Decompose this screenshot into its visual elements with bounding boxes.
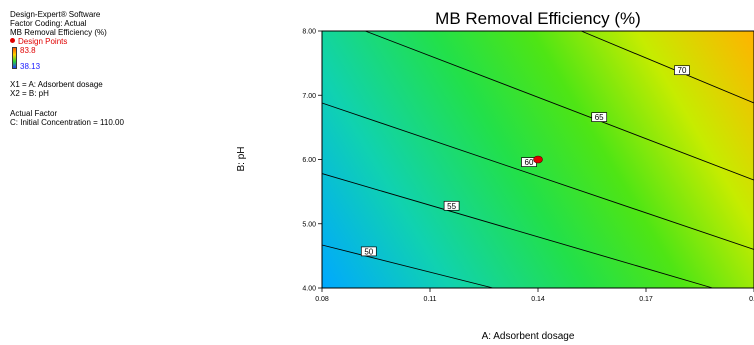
x-axis-label: A: Adsorbent dosage xyxy=(482,331,575,342)
y-tick-label: 5.00 xyxy=(302,221,316,228)
contour-label-60: 60 xyxy=(525,158,534,167)
y-tick-label: 4.00 xyxy=(302,286,316,293)
x-tick-label: 0.2 xyxy=(749,296,754,303)
x-tick-label: 0.08 xyxy=(315,296,329,303)
contour-line-65 xyxy=(365,30,754,181)
actual-factor-value: C: Initial Concentration = 110.00 xyxy=(10,118,124,127)
y-tick-label: 7.00 xyxy=(302,93,316,100)
x-tick-label: 0.14 xyxy=(531,296,545,303)
color-scale-bar xyxy=(12,47,17,69)
response-name: MB Removal Efficiency (%) xyxy=(10,28,107,37)
color-scale-min: 38.13 xyxy=(20,62,41,71)
contour-line-70 xyxy=(581,30,754,104)
x2-definition: X2 = B: pH xyxy=(10,89,49,98)
contour-label-box-65 xyxy=(591,112,608,122)
actual-factor-heading: Actual Factor xyxy=(10,109,58,118)
contour-label-70: 70 xyxy=(678,66,687,75)
design-point-icon xyxy=(10,38,15,43)
contour-label-55: 55 xyxy=(447,202,456,211)
design-points-legend: Design Points xyxy=(10,37,220,46)
x-tick-label: 0.17 xyxy=(639,296,653,303)
software-name: Design-Expert® Software xyxy=(10,10,101,19)
contour-label-box-55 xyxy=(443,200,460,211)
color-scale: 83.8 38.13 xyxy=(10,46,220,71)
contour-line-50 xyxy=(321,244,494,289)
contour-label-box-70 xyxy=(674,65,690,76)
contour-line-60 xyxy=(321,102,754,250)
y-tick-label: 8.00 xyxy=(302,29,316,36)
y-axis-label: B: pH xyxy=(236,146,247,171)
contour-label-box-50 xyxy=(360,246,377,257)
legend-panel: Design-Expert® Software Factor Coding: A… xyxy=(10,10,220,127)
y-tick-label: 6.00 xyxy=(302,157,316,164)
chart-title: MB Removal Efficiency (%) xyxy=(435,9,641,28)
color-scale-max: 83.8 xyxy=(20,46,36,55)
contour-line-55 xyxy=(321,173,713,289)
design-point-0 xyxy=(533,155,543,164)
contour-label-65: 65 xyxy=(595,113,604,122)
design-points-label: Design Points xyxy=(18,37,68,46)
x1-definition: X1 = A: Adsorbent dosage xyxy=(10,80,103,89)
x-tick-label: 0.11 xyxy=(423,296,436,303)
contour-label-50: 50 xyxy=(364,247,373,256)
factor-coding: Factor Coding: Actual xyxy=(10,19,87,28)
